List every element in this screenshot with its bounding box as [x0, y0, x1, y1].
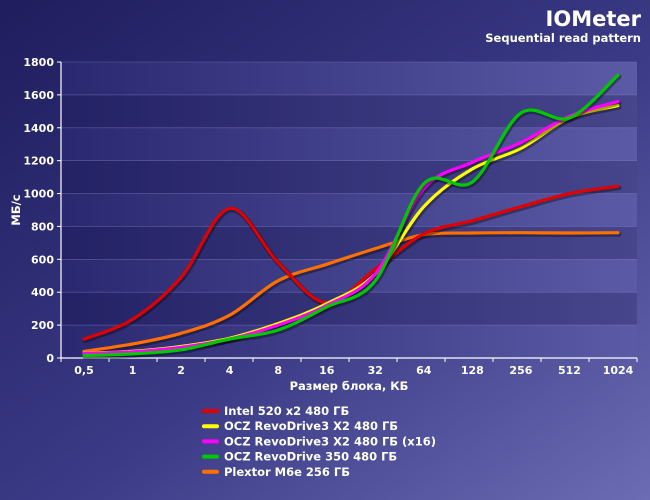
grid-band — [61, 94, 637, 128]
y-tick-label: 0 — [46, 352, 54, 365]
y-tick-label: 1600 — [23, 89, 54, 102]
y-tick-label: 1200 — [23, 155, 54, 168]
x-tick-label: 0,5 — [74, 364, 94, 377]
x-tick-label: 256 — [509, 364, 532, 377]
x-tick-label: 8 — [274, 364, 282, 377]
series-line-4-shadow — [82, 74, 622, 360]
legend-label: OCZ RevoDrive 350 480 ГБ — [224, 450, 397, 464]
x-tick-label: 512 — [558, 364, 581, 377]
series-line-4 — [82, 73, 620, 358]
y-tick-label: 200 — [31, 319, 54, 332]
grid-band — [61, 160, 637, 194]
series-line-5 — [82, 231, 620, 353]
legend-item: OCZ RevoDrive 350 480 ГБ — [202, 450, 397, 464]
x-tick-label: 2 — [177, 364, 185, 377]
legend-label: Plextor M6e 256 ГБ — [224, 465, 350, 479]
y-tick-label: 1800 — [23, 56, 54, 69]
legend-item: Plextor M6e 256 ГБ — [202, 465, 350, 479]
y-tick-label: 600 — [31, 253, 54, 266]
y-tick-label: 1000 — [23, 188, 54, 201]
y-tick-labels: 0 200 400 600 800 1000 1200 1400 1600 1800 — [23, 56, 54, 365]
x-tick-labels: 0,5 1 2 4 8 16 32 64 128 256 512 1024 — [74, 364, 633, 377]
series-line-3 — [82, 99, 620, 355]
x-tick-label: 1024 — [603, 364, 634, 377]
legend-item: OCZ RevoDrive3 X2 480 ГБ (x16) — [202, 434, 436, 448]
y-tick-label: 400 — [31, 286, 54, 299]
x-tick-label: 128 — [461, 364, 484, 377]
x-axis-label: Размер блока, КБ — [290, 379, 409, 393]
legend-label: OCZ RevoDrive3 X2 480 ГБ — [224, 419, 398, 433]
legend-label: OCZ RevoDrive3 X2 480 ГБ (x16) — [224, 434, 436, 448]
x-tick-label: 16 — [319, 364, 335, 377]
x-tick-label: 4 — [226, 364, 234, 377]
axes — [57, 61, 638, 362]
legend-item: Intel 520 x2 480 ГБ — [202, 404, 349, 418]
legend-label: Intel 520 x2 480 ГБ — [224, 404, 349, 418]
x-tick-label: 32 — [368, 364, 383, 377]
y-axis-label: МБ/с — [9, 194, 23, 225]
chart-title: IOMeter — [546, 7, 642, 31]
y-tick-label: 800 — [31, 220, 54, 233]
legend-item: OCZ RevoDrive3 X2 480 ГБ — [202, 419, 398, 433]
x-tick-label: 1 — [129, 364, 137, 377]
chart-subtitle: Sequential read pattern — [485, 31, 641, 45]
x-tick-label: 64 — [416, 364, 432, 377]
y-tick-label: 1400 — [23, 122, 54, 135]
series-lines — [82, 73, 622, 360]
